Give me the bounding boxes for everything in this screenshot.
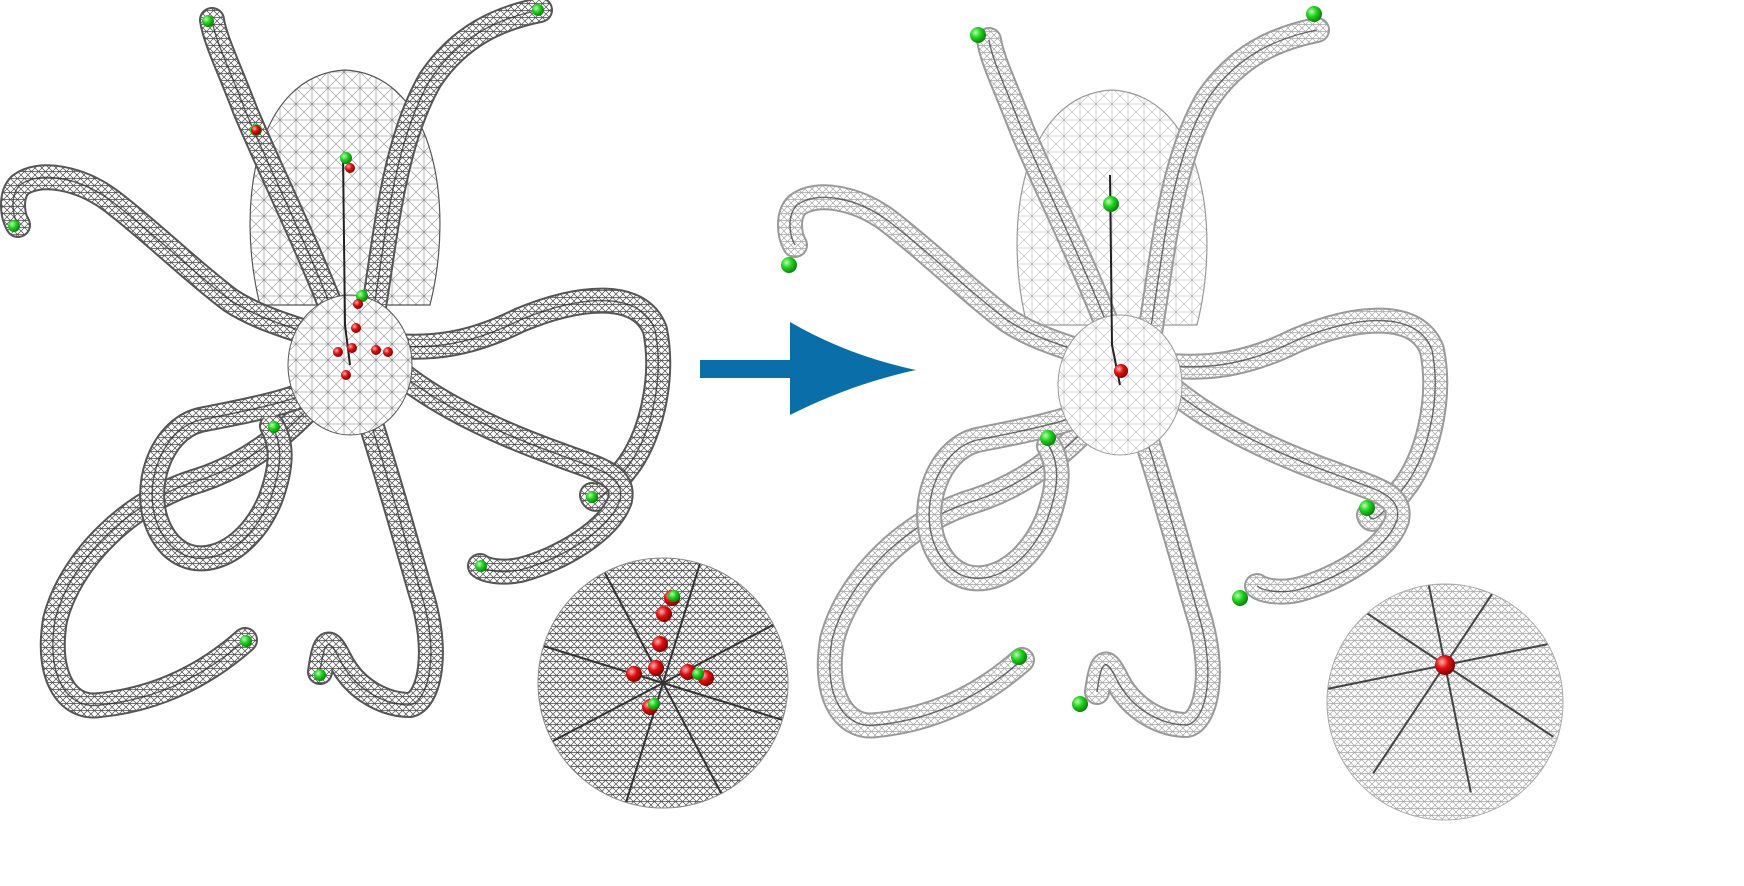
tip-node-before-5 bbox=[475, 560, 487, 572]
arm-mesh-5 bbox=[379, 354, 632, 583]
inset-junction-before-5 bbox=[626, 666, 642, 682]
junction-node-before-9 bbox=[251, 125, 261, 135]
junction-node-before-4 bbox=[383, 347, 393, 357]
arm-skeleton-7 bbox=[52, 384, 331, 707]
tip-node-before-3 bbox=[532, 4, 544, 16]
arm-skeleton-8 bbox=[151, 374, 341, 559]
tip-node-after-5 bbox=[1232, 590, 1248, 606]
inset-tip-before-3 bbox=[648, 698, 660, 710]
inset-skeleton-before-7 bbox=[662, 558, 703, 684]
arm-skeleton-1 bbox=[789, 196, 1123, 366]
tip-node-after-4 bbox=[1359, 500, 1375, 516]
inset-skeleton-after-2 bbox=[1444, 664, 1554, 738]
arm-skeleton-5 bbox=[1166, 384, 1399, 593]
arm-skeleton-8 bbox=[928, 394, 1118, 579]
inset-border-after bbox=[1326, 583, 1564, 821]
junction-node-before-1 bbox=[333, 347, 343, 357]
tip-node-after-6 bbox=[1072, 696, 1088, 712]
inset-skeleton-before-4 bbox=[547, 682, 664, 745]
tip-node-before-10 bbox=[356, 290, 368, 302]
tip-node-before-6 bbox=[314, 669, 326, 681]
inset-skeleton-before-2 bbox=[662, 682, 725, 799]
junction-node-before-6 bbox=[351, 323, 361, 333]
panel-after bbox=[777, 6, 1564, 821]
junction-node-before-8 bbox=[345, 163, 355, 173]
panel-before bbox=[0, 0, 789, 809]
arm-skeleton-7 bbox=[829, 404, 1108, 727]
inset-junction-before-2 bbox=[656, 606, 672, 622]
arm-skeleton-6 bbox=[1096, 409, 1209, 726]
tip-node-before-2 bbox=[202, 15, 214, 27]
tip-node-after-9 bbox=[1103, 196, 1119, 212]
arrow-shape bbox=[700, 322, 916, 415]
inset-border-before bbox=[537, 557, 789, 809]
inset-junction-before-4 bbox=[648, 660, 664, 676]
inset-junction-before-3 bbox=[652, 636, 668, 652]
junction-node-before-5 bbox=[341, 370, 351, 380]
tip-node-before-4 bbox=[586, 491, 598, 503]
tip-node-before-9 bbox=[340, 152, 352, 164]
tip-node-before-1 bbox=[8, 220, 20, 232]
junction-node-before-3 bbox=[371, 345, 381, 355]
tip-node-before-7 bbox=[240, 635, 252, 647]
arm-skeleton-3 bbox=[369, 9, 541, 331]
inset-skeleton-after-5 bbox=[1327, 664, 1446, 692]
head-skeleton-line bbox=[342, 154, 351, 366]
inset-skeleton-before-1 bbox=[662, 682, 788, 723]
arm-skeleton-3 bbox=[1146, 29, 1318, 351]
arm-skeleton-4 bbox=[384, 299, 659, 500]
inset-tip-before-1 bbox=[668, 590, 680, 602]
tip-node-before-8 bbox=[268, 421, 280, 433]
inset-mesh-after bbox=[1327, 584, 1563, 820]
inset-skeleton-before-5 bbox=[538, 643, 664, 684]
arm-skeleton-2 bbox=[988, 39, 1118, 351]
tip-node-after-8 bbox=[1040, 430, 1056, 446]
tip-node-after-1 bbox=[781, 257, 797, 273]
inset-skeleton-after-3 bbox=[1444, 664, 1472, 793]
tip-node-after-2 bbox=[970, 27, 986, 43]
zoomed-center-before bbox=[538, 558, 788, 808]
arm-mesh-5 bbox=[1156, 374, 1409, 603]
inset-junction-after-1 bbox=[1435, 655, 1455, 675]
inset-skeleton-after-8 bbox=[1444, 584, 1518, 666]
tip-node-after-3 bbox=[1306, 6, 1322, 22]
arm-skeleton-6 bbox=[319, 389, 432, 706]
right-arrow-icon bbox=[700, 322, 916, 415]
junction-node-before-2 bbox=[347, 343, 357, 353]
inset-tip-before-2 bbox=[692, 668, 704, 680]
tip-node-after-7 bbox=[1011, 649, 1027, 665]
arm-skeleton-4 bbox=[1161, 319, 1436, 520]
inset-skeleton-after-7 bbox=[1418, 584, 1446, 666]
arm-skeleton-1 bbox=[12, 176, 346, 346]
junction-node-after-1 bbox=[1114, 364, 1128, 378]
inset-junction-before-6 bbox=[680, 664, 696, 680]
arm-skeleton-5 bbox=[389, 364, 622, 573]
junction-node-before-7 bbox=[353, 299, 363, 309]
zoomed-center-after bbox=[1327, 584, 1563, 820]
inset-skeleton-after-4 bbox=[1372, 664, 1446, 774]
